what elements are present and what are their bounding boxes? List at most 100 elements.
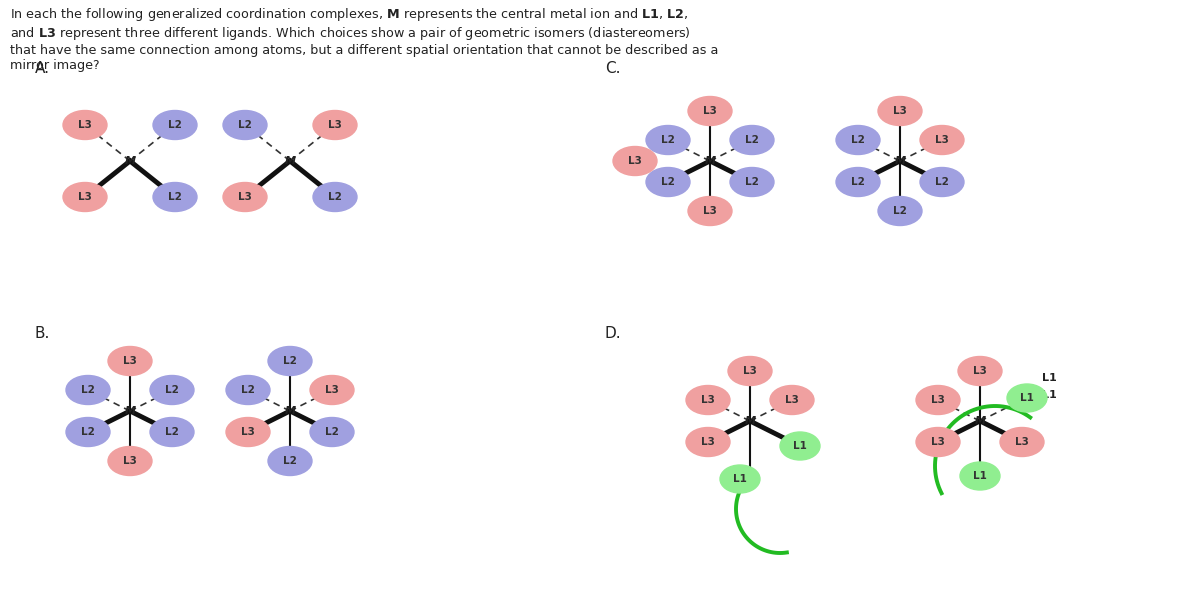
- Text: L3: L3: [241, 427, 254, 437]
- Text: L2: L2: [82, 385, 95, 395]
- Text: L3: L3: [328, 120, 342, 130]
- Ellipse shape: [66, 376, 110, 404]
- Text: M: M: [894, 156, 906, 166]
- Text: L2: L2: [283, 356, 296, 366]
- Text: L3: L3: [743, 366, 757, 376]
- Ellipse shape: [960, 462, 1000, 490]
- Text: L3: L3: [124, 356, 137, 366]
- Ellipse shape: [780, 432, 820, 460]
- Text: A.: A.: [35, 61, 50, 76]
- Text: L3: L3: [325, 385, 338, 395]
- Text: M: M: [704, 156, 715, 166]
- Text: L3: L3: [701, 437, 715, 447]
- Text: L1: L1: [973, 471, 986, 481]
- Ellipse shape: [920, 125, 964, 155]
- Ellipse shape: [613, 147, 658, 175]
- Text: L1: L1: [1042, 390, 1056, 400]
- Ellipse shape: [720, 465, 760, 493]
- Ellipse shape: [728, 356, 772, 386]
- Text: L3: L3: [935, 135, 949, 145]
- Ellipse shape: [836, 125, 880, 155]
- Text: L2: L2: [661, 177, 674, 187]
- Ellipse shape: [730, 167, 774, 197]
- Ellipse shape: [108, 346, 152, 376]
- Text: L2: L2: [166, 385, 179, 395]
- Ellipse shape: [226, 376, 270, 404]
- Text: B.: B.: [35, 326, 50, 341]
- Text: L3: L3: [124, 456, 137, 466]
- Ellipse shape: [154, 183, 197, 211]
- Text: L2: L2: [166, 427, 179, 437]
- Ellipse shape: [878, 97, 922, 125]
- Text: L2: L2: [851, 177, 865, 187]
- Text: L3: L3: [893, 106, 907, 116]
- Ellipse shape: [916, 386, 960, 414]
- Text: L2: L2: [168, 120, 182, 130]
- Ellipse shape: [688, 97, 732, 125]
- Ellipse shape: [730, 125, 774, 155]
- Ellipse shape: [836, 167, 880, 197]
- Text: L3: L3: [701, 395, 715, 405]
- Text: L2: L2: [851, 135, 865, 145]
- Text: L2: L2: [325, 427, 338, 437]
- Text: L2: L2: [893, 206, 907, 216]
- Ellipse shape: [150, 376, 194, 404]
- Ellipse shape: [310, 376, 354, 404]
- Ellipse shape: [154, 111, 197, 139]
- Text: L2: L2: [82, 427, 95, 437]
- Ellipse shape: [1007, 384, 1048, 412]
- Text: L2: L2: [168, 192, 182, 202]
- Text: L1: L1: [1020, 393, 1034, 403]
- Text: L3: L3: [931, 395, 944, 405]
- Ellipse shape: [268, 346, 312, 376]
- Ellipse shape: [108, 447, 152, 475]
- Ellipse shape: [686, 386, 730, 414]
- Text: L2: L2: [241, 385, 254, 395]
- Text: L1: L1: [793, 441, 806, 451]
- Ellipse shape: [268, 447, 312, 475]
- Text: L2: L2: [238, 120, 252, 130]
- Text: L3: L3: [703, 106, 716, 116]
- Text: L2: L2: [935, 177, 949, 187]
- Ellipse shape: [310, 417, 354, 447]
- Text: L3: L3: [785, 395, 799, 405]
- Ellipse shape: [150, 417, 194, 447]
- Ellipse shape: [770, 386, 814, 414]
- Text: L3: L3: [238, 192, 252, 202]
- Text: L3: L3: [628, 156, 642, 166]
- Ellipse shape: [688, 197, 732, 225]
- Ellipse shape: [313, 111, 358, 139]
- Text: M: M: [974, 416, 985, 426]
- Text: M: M: [125, 406, 136, 416]
- Ellipse shape: [223, 111, 266, 139]
- Ellipse shape: [916, 428, 960, 456]
- Text: C.: C.: [605, 61, 620, 76]
- Ellipse shape: [66, 417, 110, 447]
- Ellipse shape: [223, 183, 266, 211]
- Text: M: M: [284, 406, 295, 416]
- Text: L2: L2: [661, 135, 674, 145]
- Ellipse shape: [920, 167, 964, 197]
- Text: L1: L1: [1042, 373, 1056, 383]
- Text: L1: L1: [733, 474, 746, 484]
- Ellipse shape: [64, 183, 107, 211]
- Text: L3: L3: [1015, 437, 1028, 447]
- Text: L3: L3: [78, 120, 92, 130]
- Ellipse shape: [878, 197, 922, 225]
- Ellipse shape: [226, 417, 270, 447]
- Ellipse shape: [64, 111, 107, 139]
- Ellipse shape: [646, 167, 690, 197]
- Text: L2: L2: [283, 456, 296, 466]
- Text: L2: L2: [745, 177, 758, 187]
- Text: L3: L3: [931, 437, 944, 447]
- Text: M: M: [744, 416, 756, 426]
- Text: L2: L2: [328, 192, 342, 202]
- Ellipse shape: [686, 428, 730, 456]
- Ellipse shape: [1000, 428, 1044, 456]
- Text: L3: L3: [703, 206, 716, 216]
- Text: M: M: [284, 156, 295, 166]
- Text: D.: D.: [605, 326, 622, 341]
- Text: L3: L3: [973, 366, 986, 376]
- Ellipse shape: [313, 183, 358, 211]
- Text: In each the following generalized coordination complexes, $\mathbf{M}$ represent: In each the following generalized coordi…: [10, 6, 719, 72]
